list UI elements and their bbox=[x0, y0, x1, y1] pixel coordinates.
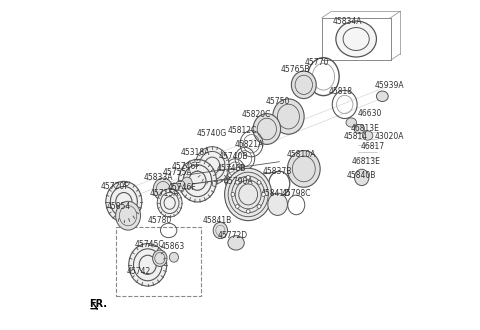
Circle shape bbox=[257, 181, 261, 184]
Ellipse shape bbox=[176, 181, 185, 191]
Text: 45834A: 45834A bbox=[333, 17, 362, 26]
Ellipse shape bbox=[253, 114, 281, 145]
Circle shape bbox=[262, 193, 265, 196]
Text: 45841B: 45841B bbox=[203, 215, 232, 224]
Ellipse shape bbox=[170, 183, 179, 192]
Ellipse shape bbox=[182, 177, 192, 189]
Ellipse shape bbox=[228, 236, 244, 250]
Circle shape bbox=[246, 176, 250, 179]
Circle shape bbox=[231, 193, 235, 196]
Ellipse shape bbox=[336, 21, 376, 57]
Text: 45780: 45780 bbox=[147, 215, 172, 224]
Text: 45837B: 45837B bbox=[263, 167, 292, 176]
Text: 46813E: 46813E bbox=[350, 124, 379, 133]
Text: 45755A: 45755A bbox=[163, 168, 192, 178]
Ellipse shape bbox=[157, 189, 182, 217]
Ellipse shape bbox=[291, 71, 316, 99]
Text: 45820C: 45820C bbox=[241, 110, 271, 119]
Text: 45715A: 45715A bbox=[150, 189, 180, 198]
Text: 45765B: 45765B bbox=[280, 65, 310, 74]
Text: 45833A: 45833A bbox=[144, 173, 174, 182]
Text: 45818: 45818 bbox=[328, 87, 352, 96]
Ellipse shape bbox=[225, 168, 272, 221]
Text: 45798C: 45798C bbox=[282, 189, 311, 198]
Text: 45812C: 45812C bbox=[228, 126, 257, 135]
Ellipse shape bbox=[273, 99, 304, 134]
Text: 45746F: 45746F bbox=[168, 183, 196, 192]
Ellipse shape bbox=[346, 118, 357, 127]
Circle shape bbox=[236, 181, 239, 184]
Ellipse shape bbox=[129, 244, 167, 286]
Circle shape bbox=[236, 205, 239, 208]
Text: 45740B: 45740B bbox=[219, 152, 248, 161]
Text: 45821A: 45821A bbox=[234, 140, 264, 149]
Text: 45750: 45750 bbox=[265, 97, 290, 106]
Text: 45742: 45742 bbox=[127, 267, 151, 276]
Text: FR.: FR. bbox=[89, 299, 108, 309]
Text: 46630: 46630 bbox=[358, 109, 383, 117]
Ellipse shape bbox=[153, 178, 173, 200]
Ellipse shape bbox=[195, 147, 229, 184]
Text: 46813E: 46813E bbox=[352, 157, 381, 166]
Ellipse shape bbox=[106, 182, 142, 222]
Circle shape bbox=[246, 210, 250, 214]
Text: 45740G: 45740G bbox=[196, 129, 227, 138]
Text: 45939A: 45939A bbox=[375, 81, 405, 90]
Ellipse shape bbox=[354, 124, 365, 134]
Text: 45746F: 45746F bbox=[172, 162, 200, 171]
Text: 45318A: 45318A bbox=[180, 148, 210, 157]
Text: 45840B: 45840B bbox=[347, 171, 376, 180]
Ellipse shape bbox=[355, 169, 369, 185]
Text: 45790A: 45790A bbox=[223, 177, 253, 186]
Bar bbox=[116, 227, 201, 296]
Text: 43020A: 43020A bbox=[375, 132, 405, 142]
Text: 45740B: 45740B bbox=[216, 164, 246, 173]
Ellipse shape bbox=[153, 250, 167, 266]
Text: 45772D: 45772D bbox=[218, 231, 248, 240]
Ellipse shape bbox=[268, 193, 288, 215]
Ellipse shape bbox=[116, 201, 141, 230]
Text: 45720F: 45720F bbox=[101, 182, 129, 190]
Ellipse shape bbox=[179, 159, 216, 202]
Ellipse shape bbox=[213, 222, 228, 239]
Text: 45814: 45814 bbox=[344, 132, 368, 142]
Ellipse shape bbox=[362, 131, 373, 140]
Text: 45841D: 45841D bbox=[260, 189, 290, 198]
Text: 45810A: 45810A bbox=[287, 150, 316, 159]
Text: 45745C: 45745C bbox=[134, 241, 164, 249]
Text: 45863: 45863 bbox=[161, 242, 185, 251]
Text: 45770: 45770 bbox=[305, 58, 329, 67]
Text: 45854: 45854 bbox=[106, 202, 131, 211]
Ellipse shape bbox=[169, 252, 179, 262]
Circle shape bbox=[257, 205, 261, 208]
Text: 46817: 46817 bbox=[360, 142, 384, 151]
Ellipse shape bbox=[376, 91, 388, 102]
Ellipse shape bbox=[288, 150, 320, 187]
